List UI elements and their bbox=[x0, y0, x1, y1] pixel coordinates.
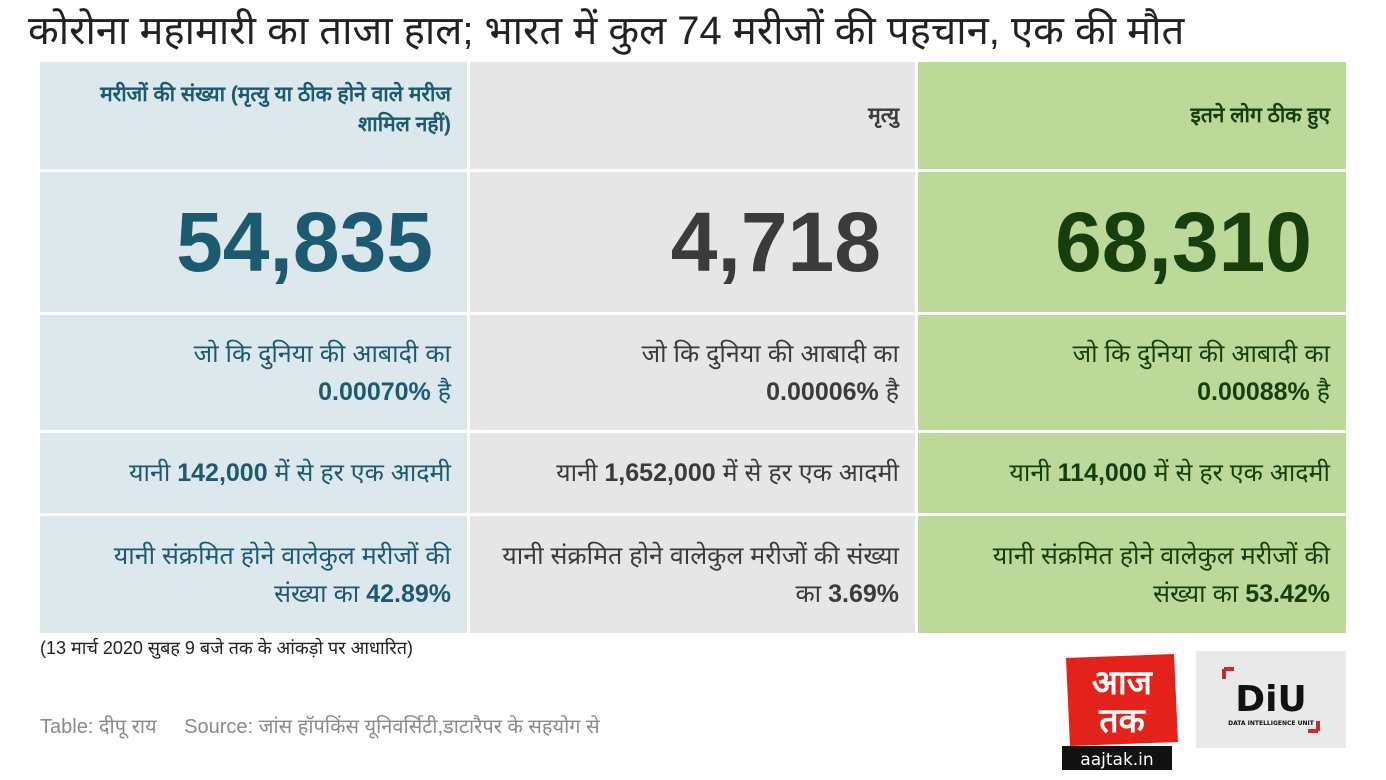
diu-subtitle: DATA INTELLIGENCE UNIT bbox=[1228, 720, 1315, 727]
population-share-recovered: जो कि दुनिया की आबादी का 0.00088% है bbox=[918, 315, 1346, 430]
ratio-active: यानी 142,000 में से हर एक आदमी bbox=[40, 433, 467, 513]
population-share-active: जो कि दुनिया की आबादी का 0.00070% है bbox=[40, 315, 467, 430]
header-deaths: मृत्यु bbox=[470, 62, 915, 169]
share-deaths: यानी संक्रमित होने वालेकुल मरीजों की संख… bbox=[470, 516, 915, 633]
header-recovered: इतने लोग ठीक हुए bbox=[918, 62, 1346, 169]
header-active-cases: मरीजों की संख्या (मृत्यु या ठीक होने वाल… bbox=[40, 62, 467, 169]
value-active-cases: 54,835 bbox=[40, 172, 467, 312]
value-deaths: 4,718 bbox=[470, 172, 915, 312]
aajtak-logo-line1: आज bbox=[1092, 663, 1154, 703]
share-recovered: यानी संक्रमित होने वालेकुल मरीजों की संख… bbox=[918, 516, 1346, 633]
aajtak-logo-shape bbox=[1066, 654, 1178, 746]
data-footnote: (13 मार्च 2020 सुबह 9 बजे तक के आंकड़ो प… bbox=[40, 638, 413, 658]
diu-mark: DiU bbox=[1235, 679, 1306, 720]
ratio-deaths: यानी 1,652,000 में से हर एक आदमी bbox=[470, 433, 915, 513]
population-share-deaths: जो कि दुनिया की आबादी का 0.00006% है bbox=[470, 315, 915, 430]
value-recovered: 68,310 bbox=[918, 172, 1346, 312]
source-credit: Source: जांस हॉपकिंस यूनिवर्सिटी,डाटारैप… bbox=[184, 716, 600, 738]
table-credit: Table: दीपू राय bbox=[40, 716, 157, 738]
diu-logo: DiU DATA INTELLIGENCE UNIT bbox=[1196, 651, 1346, 748]
page-title: कोरोना महामारी का ताजा हाल; भारत में कुल… bbox=[28, 9, 1185, 53]
stats-table: मरीजों की संख्या (मृत्यु या ठीक होने वाल… bbox=[40, 62, 1346, 633]
aajtak-logo-line2: तक bbox=[1098, 701, 1146, 741]
ratio-recovered: यानी 114,000 में से हर एक आदमी bbox=[918, 433, 1346, 513]
credit-line: Table: दीपू राय Source: जांस हॉपकिंस यून… bbox=[40, 712, 622, 739]
share-active: यानी संक्रमित होने वालेकुल मरीजों की संख… bbox=[40, 516, 467, 633]
aajtak-url: aajtak.in bbox=[1080, 750, 1153, 770]
aajtak-logo: आज तक aajtak.in bbox=[1062, 652, 1182, 770]
